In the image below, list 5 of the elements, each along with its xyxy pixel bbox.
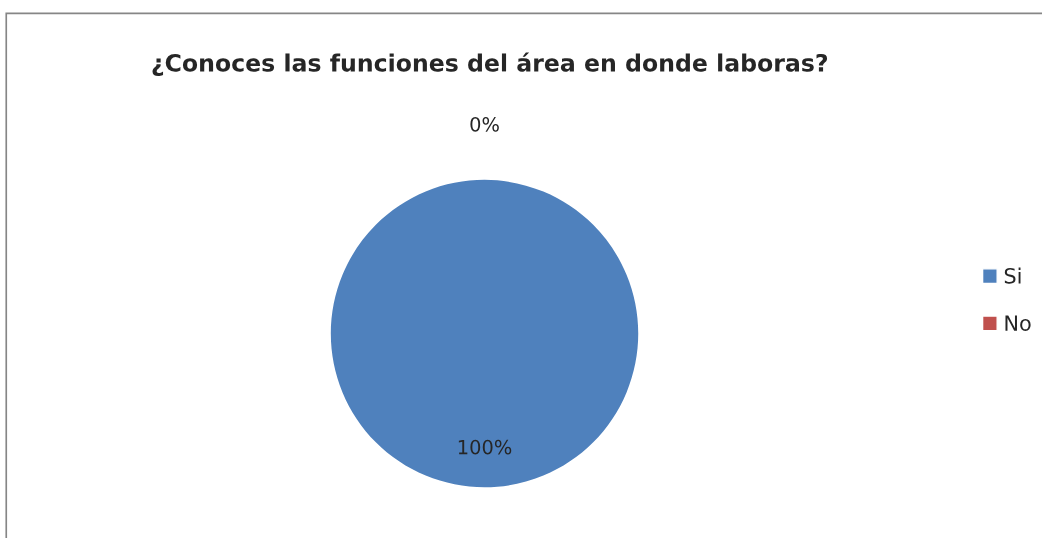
legend-label: No [1005,315,1031,331]
data-label: 100% [458,439,512,455]
legend-label: Si [1004,267,1021,284]
chart-title: ¿Conoces las funciones del área en donde laboras? [152,52,828,77]
text: 0% [470,116,499,132]
